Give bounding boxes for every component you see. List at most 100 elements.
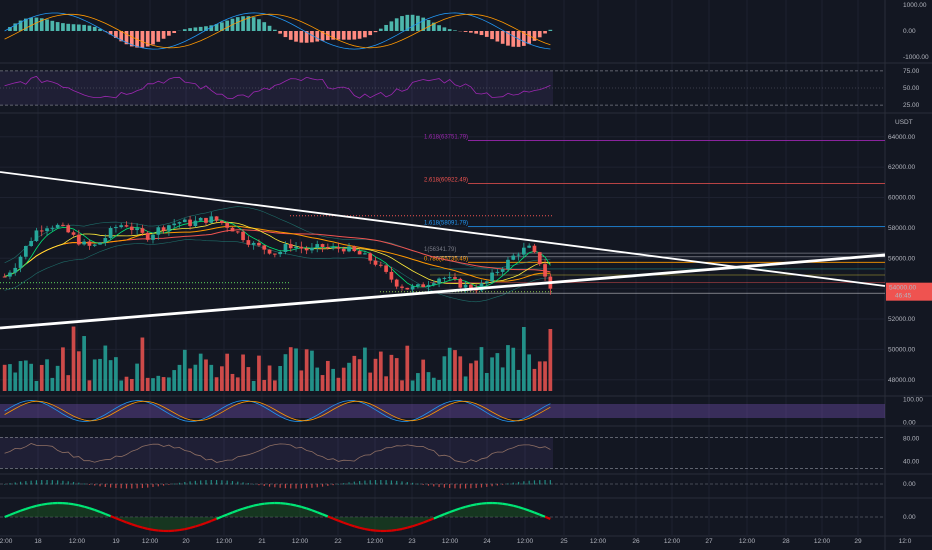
macd-histogram-bar: [394, 18, 399, 31]
osc3-bar: [194, 480, 196, 485]
candle-body: [506, 259, 510, 270]
osc3-bar: [99, 484, 101, 487]
macd-histogram-bar: [479, 31, 484, 36]
macd-histogram-bar: [426, 20, 431, 31]
volume-bar: [373, 358, 378, 391]
candle-body: [320, 244, 325, 247]
macd-histogram-bar: [490, 31, 494, 40]
volume-bar: [490, 357, 494, 391]
macd-histogram-bar: [204, 26, 208, 31]
macd-histogram-bar: [341, 31, 346, 40]
volume-bar: [405, 345, 410, 391]
macd-histogram-bar: [82, 24, 86, 31]
candle-body: [209, 216, 214, 223]
macd-histogram-bar: [325, 31, 330, 41]
x-axis-label: 12:00: [442, 538, 459, 545]
candle-body: [341, 248, 346, 252]
osc3-bar: [491, 484, 493, 487]
candle-body: [246, 240, 251, 245]
osc4-line-segment: [184, 526, 191, 531]
volume-bar: [357, 359, 362, 391]
osc3-bar: [263, 484, 265, 486]
osc4-line-segment: [449, 509, 456, 514]
volume-bar: [527, 354, 532, 391]
volume-bar: [469, 363, 473, 391]
candle-body: [76, 234, 81, 245]
macd-histogram-bar: [421, 17, 426, 31]
x-axis-label: 25: [560, 538, 568, 545]
osc4-line-segment: [14, 509, 21, 514]
x-axis-edge-label: 12:0: [899, 538, 912, 545]
candle-body: [410, 286, 415, 290]
candle-body: [500, 269, 505, 272]
volume-bar: [278, 365, 283, 391]
osc3-bar: [528, 480, 530, 485]
osc4-line-segment: [41, 502, 48, 506]
macd-histogram-bar: [506, 31, 510, 46]
candle-body: [177, 222, 182, 224]
macd-histogram-bar: [246, 16, 251, 31]
osc4-line-segment: [518, 506, 525, 510]
volume-bar: [453, 350, 457, 391]
osc3-bar: [369, 480, 371, 485]
osc4-line-segment: [338, 519, 345, 524]
candle-body: [220, 220, 224, 224]
osc3-bar: [549, 480, 551, 485]
macd-histogram-bar: [87, 25, 92, 31]
macd-histogram-bar: [145, 31, 150, 47]
candle-body: [267, 249, 272, 254]
volume-bar: [13, 372, 18, 391]
currency-label: USDT: [895, 119, 913, 126]
macd-histogram-bar: [469, 31, 473, 33]
candle-body: [103, 238, 108, 243]
osc3-bar: [168, 484, 170, 485]
volume-bar: [214, 377, 219, 391]
osc3-bar: [237, 481, 239, 485]
candle-body: [278, 251, 283, 255]
volume-bar: [76, 351, 81, 391]
macd-histogram-bar: [283, 31, 288, 38]
volume-bar: [484, 372, 489, 391]
osc3-bar: [321, 484, 324, 487]
osc3-bar: [459, 484, 461, 489]
candle-body: [484, 281, 489, 284]
macd-histogram-bar: [108, 31, 113, 35]
macd-histogram-bar: [336, 31, 341, 40]
macd-histogram-bar: [495, 31, 500, 42]
volume-bar: [45, 359, 49, 391]
candle-body: [299, 246, 304, 249]
macd-histogram-bar: [278, 31, 283, 34]
candle-body: [315, 244, 320, 248]
candle-body: [262, 245, 267, 250]
bollinger-upper: [4, 206, 551, 269]
osc3-bar: [385, 480, 387, 485]
osc3-bar: [464, 484, 467, 489]
macd-histogram-bar: [532, 31, 537, 41]
osc3-bar: [226, 480, 228, 485]
candle-body: [50, 227, 55, 229]
rsi-tick-label: 75.00: [903, 68, 920, 75]
osc3-bar: [72, 481, 75, 485]
candle-body: [161, 227, 166, 231]
osc4-line-segment: [232, 509, 239, 514]
macd-histogram-bar: [13, 23, 18, 31]
volume-bar: [548, 329, 553, 391]
macd-line: [4, 12, 551, 50]
osc4-line-segment: [216, 515, 223, 520]
osc4-line-segment: [476, 502, 482, 506]
x-axis-label: 12:00: [142, 538, 159, 545]
volume-bar: [431, 377, 436, 391]
osc4-line-segment: [179, 528, 185, 532]
x-axis-label: 12:00: [814, 538, 831, 545]
osc4-line-segment: [174, 528, 180, 532]
osc3-bar: [507, 483, 509, 485]
osc3-bar: [374, 480, 377, 485]
macd-histogram-bar: [119, 31, 124, 42]
volume-bar: [262, 379, 267, 391]
osc4-line-segment: [391, 528, 397, 532]
osc4-line-segment: [322, 513, 329, 518]
candle-body: [516, 254, 521, 256]
osc4-line-segment: [454, 507, 461, 512]
osc4-line-segment: [147, 527, 154, 531]
